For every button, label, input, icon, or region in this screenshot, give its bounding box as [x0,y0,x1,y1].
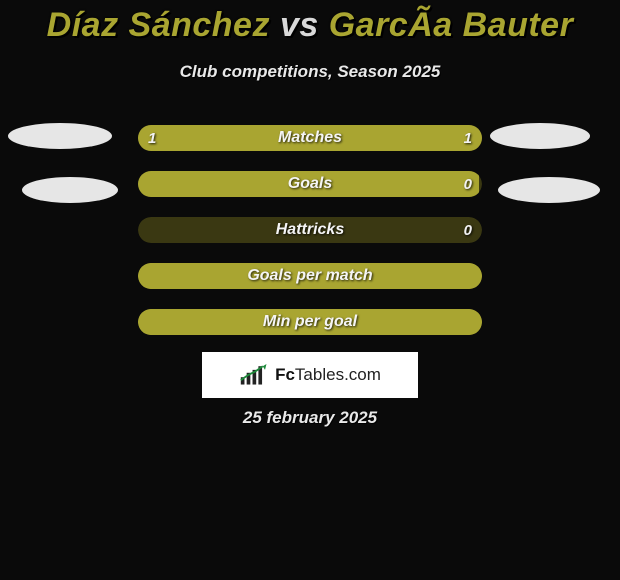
brand-part-c: .com [344,365,381,384]
brand-logo: FcTables.com [202,352,418,398]
brand-part-a: Fc [275,365,295,384]
player-a-name: Díaz Sánchez [47,6,270,44]
stat-label: Goals [138,171,482,197]
player-a-photo-2 [22,177,118,203]
brand-part-b: Tables [295,365,344,384]
date-label: 25 february 2025 [0,408,620,428]
stat-label: Min per goal [138,309,482,335]
stat-label: Hattricks [138,217,482,243]
page-title: Díaz Sánchez vs GarcÃ­a Bauter [0,6,620,45]
stat-row-goals: 0Goals [138,171,482,197]
player-b-photo-1 [490,123,590,149]
chart-icon [239,364,269,386]
stat-row-goals-per-match: Goals per match [138,263,482,289]
stat-row-min-per-goal: Min per goal [138,309,482,335]
stat-row-hattricks: 0Hattricks [138,217,482,243]
comparison-card: Díaz Sánchez vs GarcÃ­a Bauter Club comp… [0,0,620,580]
subtitle: Club competitions, Season 2025 [0,62,620,82]
player-b-name: GarcÃ­a Bauter [329,6,574,44]
stat-label: Matches [138,125,482,151]
brand-text: FcTables.com [275,365,381,385]
stat-label: Goals per match [138,263,482,289]
player-b-photo-2 [498,177,600,203]
stat-bars: 11Matches 0Goals 0Hattricks Goals per match… [138,125,482,355]
stat-row-matches: 11Matches [138,125,482,151]
player-a-photo-1 [8,123,112,149]
vs-label: vs [280,6,319,44]
